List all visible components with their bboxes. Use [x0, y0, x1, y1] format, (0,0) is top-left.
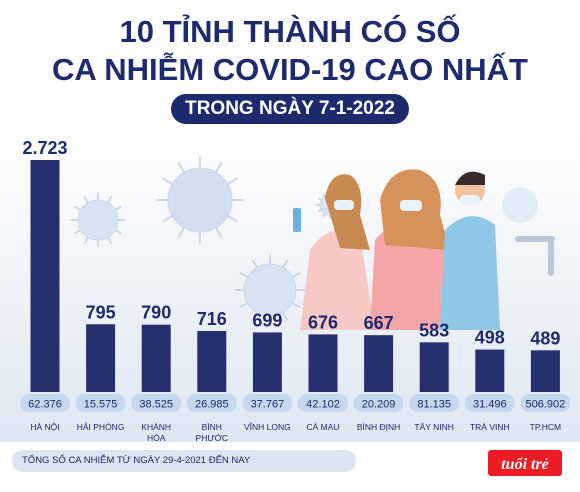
bar-9 [530, 350, 560, 392]
category-label-5: CÀ MAU [306, 422, 339, 432]
total-label-6: 20.209 [362, 399, 396, 411]
value-label-8: 498 [475, 328, 505, 348]
bar-7 [419, 342, 449, 392]
category-label-4: VĨNH LONG [244, 422, 291, 432]
bar-0 [30, 160, 60, 392]
total-pill-9 [520, 394, 571, 412]
total-label-8: 31.496 [473, 399, 507, 411]
footnote-total-cases: TỔNG SỐ CA NHIỄM TỪ NGÀY 29-4-2021 ĐẾN N… [12, 450, 356, 472]
total-label-4: 37.767 [251, 399, 285, 411]
bar-4 [252, 332, 282, 392]
total-pill-3 [186, 394, 237, 412]
bar-2 [141, 324, 171, 392]
category-label-1: HẢI PHÒNG [77, 421, 125, 432]
total-label-5: 42.102 [306, 399, 340, 411]
total-label-7: 81.135 [417, 399, 451, 411]
category-label-8: TRÀ VINH [470, 422, 510, 432]
bar-8 [475, 349, 505, 392]
total-label-2: 38.525 [139, 399, 173, 411]
total-pill-8 [464, 394, 515, 412]
date-badge: TRONG NGÀY 7-1-2022 [171, 94, 409, 124]
total-pill-1 [75, 394, 126, 412]
chart-title-line-1: 10 TỈNH THÀNH CÓ SỐ [119, 14, 461, 49]
total-pill-4 [242, 394, 293, 412]
value-label-1: 795 [86, 302, 116, 322]
people-illustration [293, 169, 555, 330]
total-label-1: 15.575 [84, 399, 118, 411]
value-label-2: 790 [141, 303, 171, 323]
total-pill-6 [353, 394, 404, 412]
total-pill-0 [20, 394, 70, 412]
value-label-3: 716 [197, 309, 227, 329]
total-label-0: 62.376 [28, 399, 62, 411]
category-label-3: BÌNH [202, 422, 222, 432]
tuoi-tre-logo: tuổi trẻ [488, 450, 562, 476]
total-label-3: 26.985 [195, 399, 229, 411]
value-label-5: 676 [308, 312, 338, 332]
category-label-6: BÌNH ĐỊNH [357, 422, 400, 432]
bar-series: 2.723 62.376 HÀ NỘI 795 15.575 HẢI PHÒNG 790 38… [20, 138, 571, 443]
chart-title-line-2: CA NHIỄM COVID-19 CAO NHẤT [52, 52, 528, 87]
category-label-7: TÂY NINH [414, 422, 454, 432]
bar-6 [364, 335, 394, 392]
value-label-0: 2.723 [22, 138, 67, 158]
bar-1 [86, 324, 116, 392]
value-label-4: 699 [252, 310, 282, 330]
value-label-9: 489 [530, 328, 560, 348]
total-pill-5 [298, 394, 348, 412]
category-label-2-line-2: HÒA [147, 433, 166, 443]
category-label-2: KHÁNH [141, 422, 171, 432]
total-label-9: 506.902 [526, 399, 566, 411]
bar-3 [197, 330, 227, 392]
total-pill-2 [131, 394, 182, 412]
category-label-9: TP.HCM [530, 422, 562, 432]
value-label-7: 583 [419, 320, 449, 340]
value-label-6: 667 [364, 313, 394, 333]
total-pill-7 [409, 394, 460, 412]
logo-text: tuổi trẻ [501, 456, 549, 473]
category-label-3-line-2: PHƯỚC [196, 433, 229, 443]
bar-5 [308, 334, 338, 392]
category-label-0: HÀ NỘI [30, 422, 59, 432]
